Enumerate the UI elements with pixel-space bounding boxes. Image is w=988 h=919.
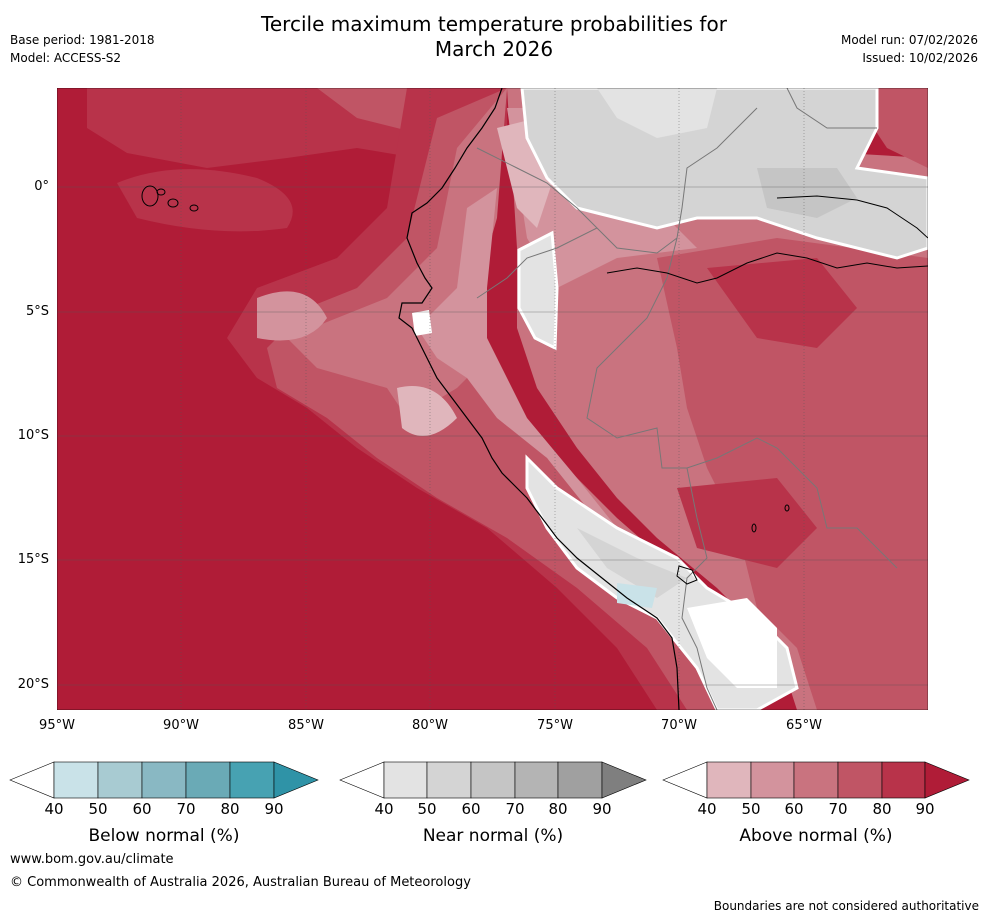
map-title: Tercile maximum temperature probabilitie… [0, 12, 988, 62]
near-normal-north-dark [757, 168, 857, 218]
boundary-disclaimer: Boundaries are not considered authoritat… [713, 899, 979, 913]
near-normal-north-light [597, 88, 717, 138]
below-tick-80: 80 [220, 800, 240, 818]
offshore-above-40-patch [397, 386, 457, 436]
above-tick-40: 40 [697, 800, 717, 818]
meta-right: Model run: 07/02/2026 Issued: 10/02/2026 [841, 31, 978, 67]
colorbar-above-normal [662, 761, 970, 799]
lat-label-5s: 5°S [25, 304, 49, 319]
issued-date: Issued: 10/02/2026 [862, 51, 978, 65]
amazon-river [606, 252, 928, 284]
above-tick-80: 80 [872, 800, 892, 818]
title-line-1: Tercile maximum temperature probabilitie… [261, 12, 727, 36]
title-line-2: March 2026 [434, 37, 554, 61]
above-tick-90: 90 [915, 800, 935, 818]
below-tick-60: 60 [132, 800, 152, 818]
website-link[interactable]: www.bom.gov.au/climate [10, 852, 174, 867]
colorbar-below-normal [9, 761, 319, 799]
lon-label-80w: 80°W [412, 718, 448, 733]
low-signal-area [687, 598, 777, 688]
coastal-above-50 [417, 188, 617, 528]
copyright-notice: © Commonwealth of Australia 2026, Austra… [10, 875, 471, 890]
colorbar-near-normal [339, 761, 647, 799]
near-tick-60: 60 [461, 800, 481, 818]
orinoco-river [776, 195, 928, 239]
model-name: Model: ACCESS-S2 [10, 51, 122, 65]
galapagos-islands [141, 185, 199, 212]
colorbar-title-above: Above normal (%) [739, 826, 893, 846]
lat-label-10s: 10°S [17, 428, 49, 443]
near-normal-andes-dark [577, 528, 687, 598]
below-normal-patch [617, 583, 657, 608]
near-tick-40: 40 [374, 800, 394, 818]
land-above-80-south [677, 478, 817, 568]
country-boundaries [476, 88, 898, 710]
lon-label-85w: 85°W [288, 718, 324, 733]
land-above-80-east [707, 258, 857, 348]
near-normal-north [520, 88, 928, 260]
below-tick-40: 40 [44, 800, 64, 818]
lat-label-15s: 15°S [17, 552, 49, 567]
coastal-above-60 [287, 88, 707, 648]
below-tick-70: 70 [176, 800, 196, 818]
ocean-above-80-galapagos [117, 169, 293, 232]
colorbars [9, 761, 970, 799]
below-tick-90: 90 [264, 800, 284, 818]
colorbar-title-near: Near normal (%) [422, 826, 564, 846]
above-tick-60: 60 [784, 800, 804, 818]
lon-label-95w: 95°W [39, 718, 75, 733]
lon-label-75w: 75°W [537, 718, 573, 733]
lon-label-65w: 65°W [786, 718, 822, 733]
near-tick-80: 80 [548, 800, 568, 818]
near-tick-70: 70 [505, 800, 525, 818]
lon-label-90w: 90°W [163, 718, 199, 733]
above-tick-70: 70 [828, 800, 848, 818]
meta-left: Base period: 1981-2018 Model: ACCESS-S2 [10, 31, 155, 67]
near-normal-peru-north [517, 230, 559, 351]
coastline [398, 88, 680, 710]
coastal-white-patch [412, 310, 432, 336]
near-tick-90: 90 [592, 800, 612, 818]
lon-label-70w: 70°W [661, 718, 697, 733]
offshore-above-50-patch [257, 291, 327, 341]
base-period: Base period: 1981-2018 [10, 33, 155, 47]
colorbar-title-below: Below normal (%) [88, 826, 240, 846]
model-run: Model run: 07/02/2026 [840, 33, 978, 47]
near-tick-50: 50 [417, 800, 437, 818]
lakes [676, 504, 790, 585]
probability-map [57, 88, 928, 710]
land-above-70-east [657, 238, 928, 710]
lat-label-0: 0° [34, 179, 49, 194]
below-tick-50: 50 [88, 800, 108, 818]
above-tick-50: 50 [741, 800, 761, 818]
lat-label-20s: 20°S [17, 677, 49, 692]
